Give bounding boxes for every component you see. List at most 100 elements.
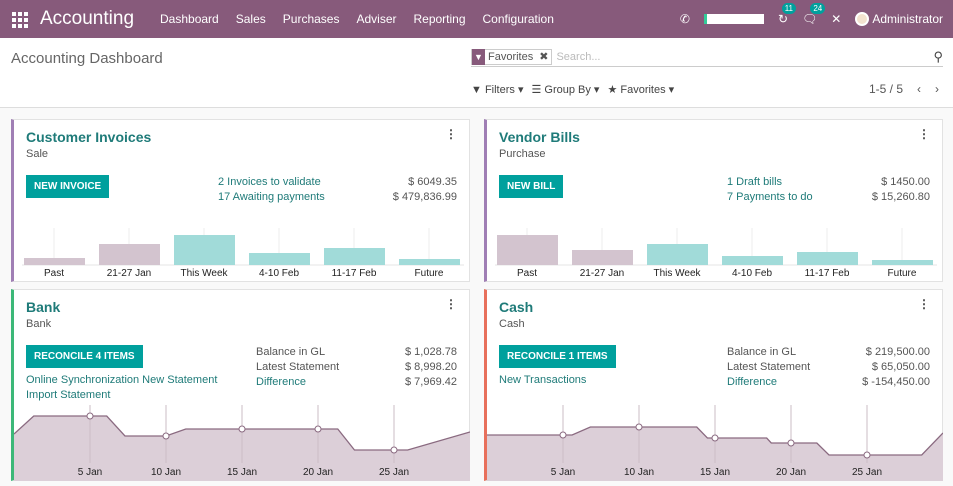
search-icon[interactable]: ⚲ [933, 48, 943, 64]
messages-icon[interactable]: 🗨 24 [802, 3, 826, 26]
invoices-to-validate-amount: $ 6049.35 [408, 176, 457, 188]
data-point [238, 425, 246, 433]
reconcile-button[interactable]: RECONCILE 1 ITEMS [499, 345, 616, 368]
bar-label: 4-10 Feb [259, 268, 299, 279]
menu-reporting[interactable]: Reporting [413, 12, 466, 26]
card-subtitle: Cash [499, 318, 525, 330]
draft-bills-amount: $ 1450.00 [881, 176, 930, 188]
navbar: Accounting Dashboard Sales Purchases Adv… [0, 0, 953, 38]
card-title[interactable]: Bank [26, 299, 61, 315]
kebab-menu-icon[interactable]: ⋮ [918, 127, 930, 141]
bar-0 [497, 235, 558, 265]
x-tick-label: 5 Jan [78, 467, 102, 478]
data-point [86, 412, 94, 420]
bar-label: 21-27 Jan [107, 268, 151, 279]
bank-card: Bank Bank ⋮ RECONCILE 4 ITEMS Online Syn… [11, 289, 470, 481]
bar-label: 11-17 Feb [805, 268, 850, 279]
bar-3 [249, 253, 310, 265]
difference-amount: $ -154,450.00 [862, 376, 930, 388]
bar-5 [872, 260, 933, 265]
activity-badge: 11 [781, 3, 797, 14]
card-title[interactable]: Cash [499, 299, 534, 315]
awaiting-payments-link[interactable]: 17 Awaiting payments [218, 191, 325, 203]
voip-field[interactable] [703, 14, 764, 24]
menu-sales[interactable]: Sales [235, 12, 266, 26]
reconcile-button[interactable]: RECONCILE 4 ITEMS [26, 345, 143, 368]
bar-1 [572, 250, 633, 265]
x-tick-label: 10 Jan [151, 467, 181, 478]
debug-close-icon[interactable]: ✕ [831, 12, 842, 26]
customer-invoices-card: Customer Invoices Sale ⋮ NEW INVOICE 2 I… [11, 119, 470, 282]
page-title: Accounting Dashboard [11, 50, 163, 67]
kebab-menu-icon[interactable]: ⋮ [445, 127, 457, 141]
data-point [787, 439, 795, 447]
payments-to-do-amount: $ 15,260.80 [871, 191, 930, 203]
menu-configuration[interactable]: Configuration [482, 12, 554, 26]
bar-label: Past [44, 268, 64, 279]
bar-label: This Week [653, 268, 701, 279]
payments-to-do-link[interactable]: 7 Payments to do [727, 191, 813, 203]
balance-amount: $ 219,500.00 [865, 346, 930, 358]
latest-statement-label: Latest Statement [727, 361, 811, 373]
x-tick-label: 20 Jan [303, 467, 333, 478]
bar-0 [24, 258, 85, 265]
search-input[interactable]: Search... [556, 50, 601, 63]
difference-link[interactable]: Difference [727, 376, 777, 388]
favorites-dropdown[interactable]: ★ Favorites ▾ [607, 84, 675, 96]
x-tick-label: 15 Jan [227, 467, 257, 478]
bar-3 [722, 256, 783, 265]
pager-value[interactable]: 1-5 / 5 [868, 82, 903, 96]
card-title[interactable]: Vendor Bills [499, 129, 580, 145]
app-name[interactable]: Accounting [40, 8, 135, 29]
kebab-menu-icon[interactable]: ⋮ [918, 297, 930, 311]
card-subtitle: Purchase [499, 148, 546, 160]
group-by-dropdown[interactable]: ☰ Group By ▾ [531, 84, 600, 96]
user-menu[interactable]: Administrator [855, 12, 943, 27]
data-point [863, 451, 871, 459]
apps-menu-icon[interactable] [12, 12, 28, 28]
x-tick-label: 5 Jan [551, 467, 575, 478]
search-bar: ▼ Favorites ✖ Search... ⚲ [471, 47, 943, 67]
data-point [711, 434, 719, 442]
data-point [390, 446, 398, 454]
draft-bills-link[interactable]: 1 Draft bills [727, 176, 783, 188]
invoices-to-validate-link[interactable]: 2 Invoices to validate [218, 176, 321, 188]
bar-label: 4-10 Feb [732, 268, 772, 279]
activity-icon[interactable]: ↻ 11 [778, 3, 797, 26]
x-tick-label: 25 Jan [852, 467, 882, 478]
new-bill-button[interactable]: NEW BILL [499, 175, 564, 198]
phone-icon[interactable]: ✆ [679, 12, 690, 26]
bar-1 [99, 244, 160, 265]
filters-dropdown[interactable]: ▼ Filters ▾ [471, 84, 524, 96]
online-sync-link[interactable]: Online Synchronization New Statement [26, 374, 218, 386]
menu-purchases[interactable]: Purchases [282, 12, 340, 26]
balance-label: Balance in GL [727, 346, 797, 358]
card-title[interactable]: Customer Invoices [26, 129, 152, 145]
new-invoice-button[interactable]: NEW INVOICE [26, 175, 110, 198]
avatar [855, 12, 870, 27]
search-facet: ▼ Favorites ✖ [471, 48, 553, 65]
kebab-menu-icon[interactable]: ⋮ [445, 297, 457, 311]
awaiting-payments-amount: $ 479,836.99 [392, 191, 457, 203]
new-transactions-link[interactable]: New Transactions [499, 374, 587, 386]
bar-2 [174, 235, 235, 265]
bar-label: 11-17 Feb [332, 268, 377, 279]
data-point [635, 423, 643, 431]
difference-amount: $ 7,969.42 [405, 376, 457, 388]
cash-card: Cash Cash ⋮ RECONCILE 1 ITEMS New Transa… [484, 289, 943, 481]
import-statement-link[interactable]: Import Statement [26, 389, 111, 401]
pager-next-icon[interactable]: › [935, 82, 939, 96]
x-tick-label: 20 Jan [776, 467, 806, 478]
card-subtitle: Bank [26, 318, 52, 330]
menu-dashboard[interactable]: Dashboard [160, 12, 219, 26]
data-point [162, 432, 170, 440]
control-panel: Accounting Dashboard ▼ Favorites ✖ Search.… [0, 38, 953, 108]
menu-adviser[interactable]: Adviser [356, 12, 397, 26]
balance-amount: $ 1,028.78 [405, 346, 457, 358]
difference-link[interactable]: Difference [256, 376, 306, 388]
cash-line-chart: 5 Jan 10 Jan 15 Jan 20 Jan 25 Jan [487, 405, 943, 481]
facet-remove-icon[interactable]: ✖ [539, 51, 549, 63]
pager-previous-icon[interactable]: ‹ [917, 82, 921, 96]
x-tick-label: 25 Jan [379, 467, 409, 478]
latest-statement-amount: $ 65,050.00 [871, 361, 930, 373]
